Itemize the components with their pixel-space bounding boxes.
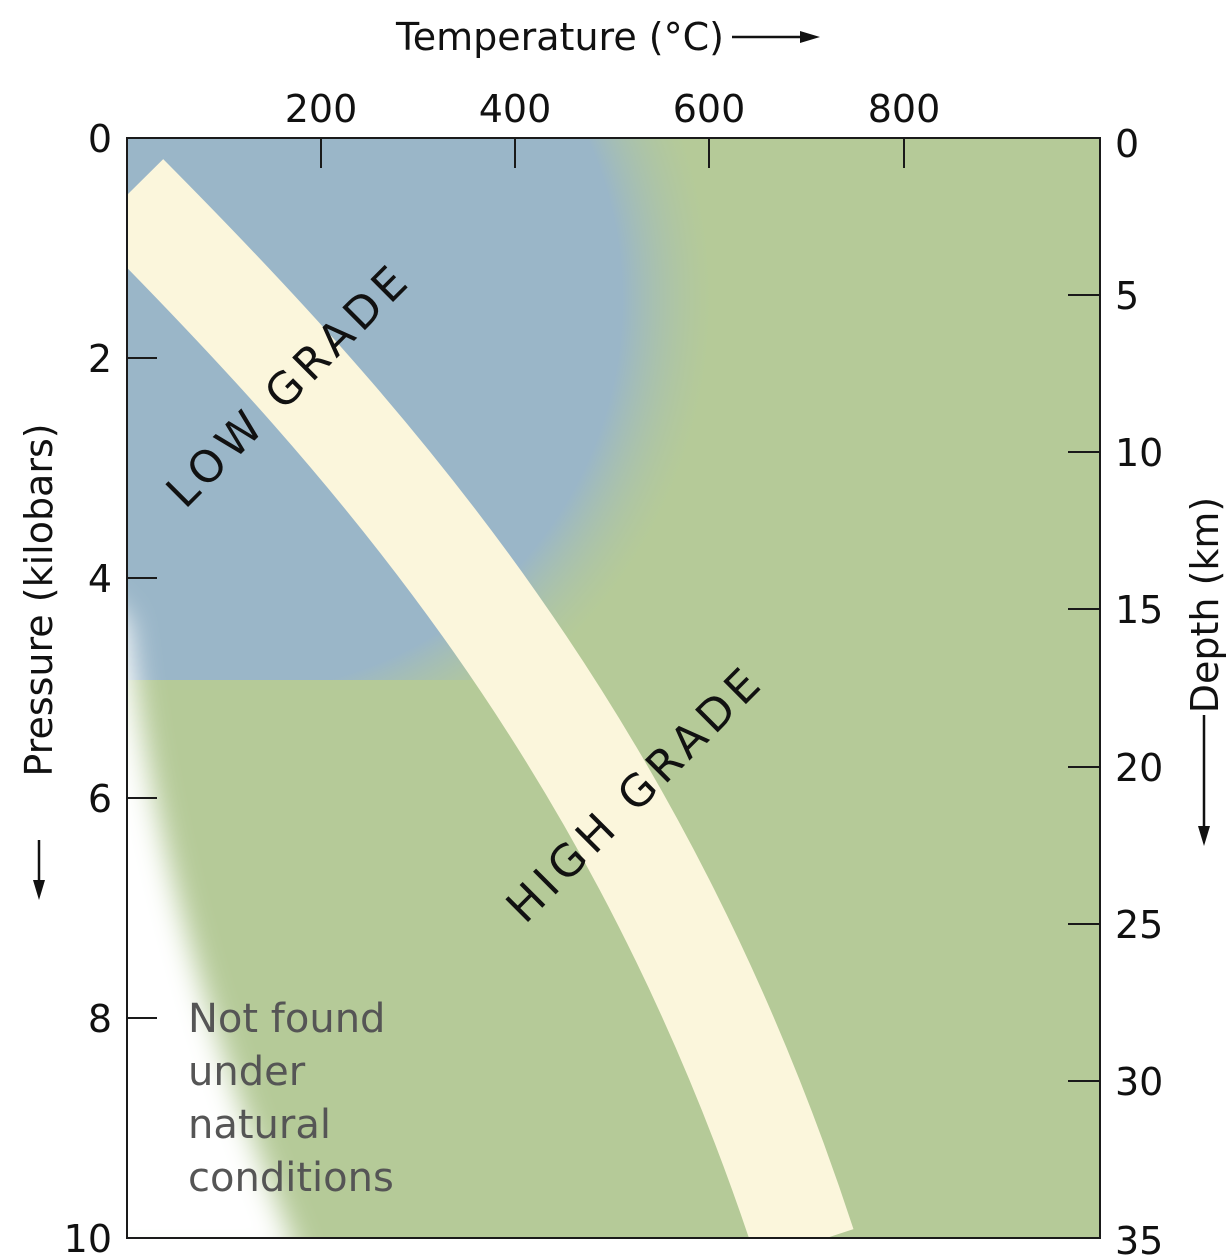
left-axis-ticks: [127, 357, 157, 1019]
top-axis-ticks: [320, 138, 905, 168]
right-tick-label: 5: [1115, 274, 1139, 318]
right-axis-tick-labels: 0 5 10 15 20 25 30 35: [1115, 122, 1163, 1260]
not-found-line: natural: [188, 1102, 331, 1148]
plot-area: [127, 138, 1100, 1238]
top-tick-label: 200: [285, 87, 358, 131]
right-tick-label: 0: [1115, 122, 1139, 166]
top-tick-label: 800: [868, 87, 941, 131]
left-tick-label: 10: [64, 1217, 112, 1260]
right-tick-label: 30: [1115, 1060, 1163, 1104]
down-arrow-icon-right: [1198, 715, 1210, 846]
not-found-region: [127, 620, 292, 1238]
right-tick-label: 20: [1115, 746, 1163, 790]
left-tick-label: 8: [88, 997, 112, 1041]
right-axis-label: Depth (km): [1183, 497, 1227, 714]
left-axis-tick-labels: 0 2 4 6 8 10: [64, 117, 112, 1260]
top-tick-label: 400: [479, 87, 552, 131]
geothermal-band: [127, 159, 854, 1238]
top-tick-label: 600: [673, 87, 746, 131]
left-tick-label: 0: [88, 117, 112, 161]
not-found-line: Not found: [188, 996, 385, 1042]
not-found-line: under: [188, 1049, 306, 1095]
not-found-label: Not found under natural conditions: [188, 996, 394, 1201]
down-arrow-icon-left: [33, 840, 45, 900]
left-tick-label: 6: [88, 777, 112, 821]
not-found-line: conditions: [188, 1155, 394, 1201]
left-axis-label: Pressure (kilobars): [17, 423, 61, 776]
top-axis-tick-labels: 200 400 600 800: [285, 87, 941, 131]
top-axis-label: Temperature (°C): [395, 15, 724, 59]
right-axis-ticks: [1068, 294, 1100, 1082]
right-tick-label: 35: [1115, 1219, 1163, 1260]
plot-frame: [126, 137, 1101, 1239]
right-tick-label: 25: [1115, 903, 1163, 947]
left-tick-label: 2: [88, 337, 112, 381]
right-tick-label: 10: [1115, 431, 1163, 475]
left-tick-label: 4: [88, 557, 112, 601]
right-arrow-icon: [732, 31, 820, 43]
right-tick-label: 15: [1115, 588, 1163, 632]
